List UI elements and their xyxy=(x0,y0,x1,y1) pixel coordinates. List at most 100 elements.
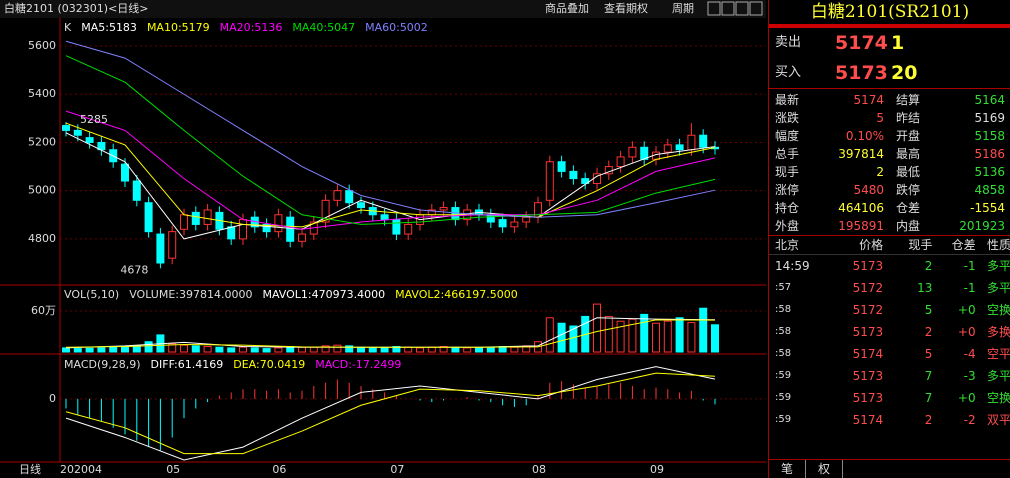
legend-entry: DEA:70.0419 xyxy=(233,358,305,371)
legend-entry: MA20:5136 xyxy=(220,21,283,34)
candle-body xyxy=(439,207,448,211)
legend-entry: MA10:5179 xyxy=(147,21,210,34)
stat-label: 现手 xyxy=(775,165,800,179)
x-tick-label: 05 xyxy=(166,463,180,476)
volume-bar xyxy=(463,347,472,353)
volume-bar xyxy=(604,315,613,353)
stat-value: 5164 xyxy=(974,93,1005,107)
nav-button[interactable] xyxy=(735,1,749,16)
tick-time: :59 xyxy=(775,370,792,381)
candle-body xyxy=(675,144,684,151)
tick-price: 5172 xyxy=(852,303,884,317)
menu-item[interactable]: 商品叠加 xyxy=(545,1,589,15)
tick-nature: 多平 xyxy=(987,369,1010,383)
volume-bar xyxy=(227,347,236,353)
stat-label: 内盘 xyxy=(896,219,921,233)
volume-bar xyxy=(557,322,566,353)
column-header: 价格 xyxy=(859,238,884,252)
stat-value: 4858 xyxy=(974,183,1005,197)
candle-body xyxy=(510,221,519,228)
stat-label: 跌停 xyxy=(896,183,921,197)
candle-body xyxy=(663,144,672,153)
candle-body xyxy=(357,202,365,209)
volume-bar xyxy=(486,346,495,353)
price-annotation: 4678 xyxy=(120,263,148,276)
legend-entry: VOLUME:397814.0000 xyxy=(129,288,252,301)
stat-value: 397814 xyxy=(838,147,884,161)
stat-label: 幅度 xyxy=(775,129,800,143)
candle-body xyxy=(392,219,401,235)
volume-bar xyxy=(333,344,342,353)
stat-value: 5169 xyxy=(974,111,1005,125)
stat-value: 5 xyxy=(876,111,884,125)
menu-item[interactable]: 查看期权 xyxy=(604,1,648,15)
candle-body xyxy=(203,209,212,225)
nav-button[interactable] xyxy=(721,1,735,16)
buy-row: 买入 5173 20 xyxy=(769,58,1010,89)
volume-bar xyxy=(144,341,153,353)
tab[interactable]: 笔 xyxy=(769,460,806,478)
tick-price: 5174 xyxy=(852,413,884,427)
tick-nature: 空换 xyxy=(987,391,1010,405)
price-annotation: 5285 xyxy=(80,113,108,126)
tab[interactable]: 权 xyxy=(806,460,843,478)
tick-row: :59 5173 7 +0 空换 xyxy=(769,387,1010,409)
tick-header: 北京 价格 现手 仓差 性质 xyxy=(769,236,1010,255)
stat-value: 5174 xyxy=(853,93,884,107)
volume-bar xyxy=(121,346,129,353)
legend-entry: MAVOL2:466197.5000 xyxy=(395,288,518,301)
legend-entry: K xyxy=(64,21,72,34)
candle-body xyxy=(557,161,566,172)
volume-bar xyxy=(250,347,259,353)
tick-time: :57 xyxy=(775,282,792,293)
volume-bar xyxy=(191,345,200,353)
stats-row: 幅度 0.10% 开盘 5158 xyxy=(769,127,1010,145)
tick-time: :59 xyxy=(775,414,792,425)
candle-body xyxy=(345,190,354,204)
stats-row: 外盘 195891 内盘 201923 xyxy=(769,217,1010,235)
tick-nature: 空换 xyxy=(987,303,1010,317)
volume-bar xyxy=(416,347,424,353)
volume-bar xyxy=(628,318,637,353)
legend-entry: MACD(9,28,9) xyxy=(64,358,141,371)
volume-bar xyxy=(675,317,684,353)
quote-panel: 白糖2101(SR2101) 卖出 5174 1 买入 5173 20 最新 5174 结算… xyxy=(768,0,1010,478)
volume-bar xyxy=(309,346,318,353)
nav-button[interactable] xyxy=(707,1,721,16)
tick-row: :59 5174 2 -2 双平 xyxy=(769,409,1010,431)
tick-time: 14:59 xyxy=(775,259,810,273)
candle-body xyxy=(687,134,696,151)
tick-row: :59 5173 7 -3 多平 xyxy=(769,365,1010,387)
candle-body xyxy=(451,207,460,221)
stats-row: 涨停 5480 跌停 4858 xyxy=(769,181,1010,199)
stat-value: 0.10% xyxy=(845,129,884,143)
stat-label: 开盘 xyxy=(896,129,921,143)
tick-price: 5173 xyxy=(852,391,884,405)
volume-bar xyxy=(404,346,413,353)
candle-body xyxy=(156,233,165,264)
stat-value: 5136 xyxy=(974,165,1005,179)
menu-item[interactable]: 周期 xyxy=(672,2,694,15)
candle-body xyxy=(62,125,70,131)
y-tick-label: 5600 xyxy=(28,39,56,52)
indicator-line xyxy=(65,366,716,461)
tick-time: :58 xyxy=(775,326,792,337)
candle-body xyxy=(85,137,94,143)
volume-bar xyxy=(85,347,94,353)
sell-row: 卖出 5174 1 xyxy=(769,28,1010,58)
candle-body xyxy=(180,214,188,230)
sell-qty: 1 xyxy=(891,32,905,54)
nav-button[interactable] xyxy=(749,1,763,16)
tabs: 笔权 xyxy=(769,459,1010,478)
y-tick-label: 0 xyxy=(49,392,56,405)
volume-bar xyxy=(439,346,448,353)
volume-bar xyxy=(475,347,483,353)
candle-body xyxy=(628,146,637,158)
y-tick-label: 4800 xyxy=(28,232,56,245)
tick-oi: -4 xyxy=(963,347,976,361)
volume-bar xyxy=(640,313,649,353)
legend-entry: MA40:5047 xyxy=(292,21,355,34)
tick-qty: 2 xyxy=(924,259,933,273)
candle-body xyxy=(699,134,708,148)
